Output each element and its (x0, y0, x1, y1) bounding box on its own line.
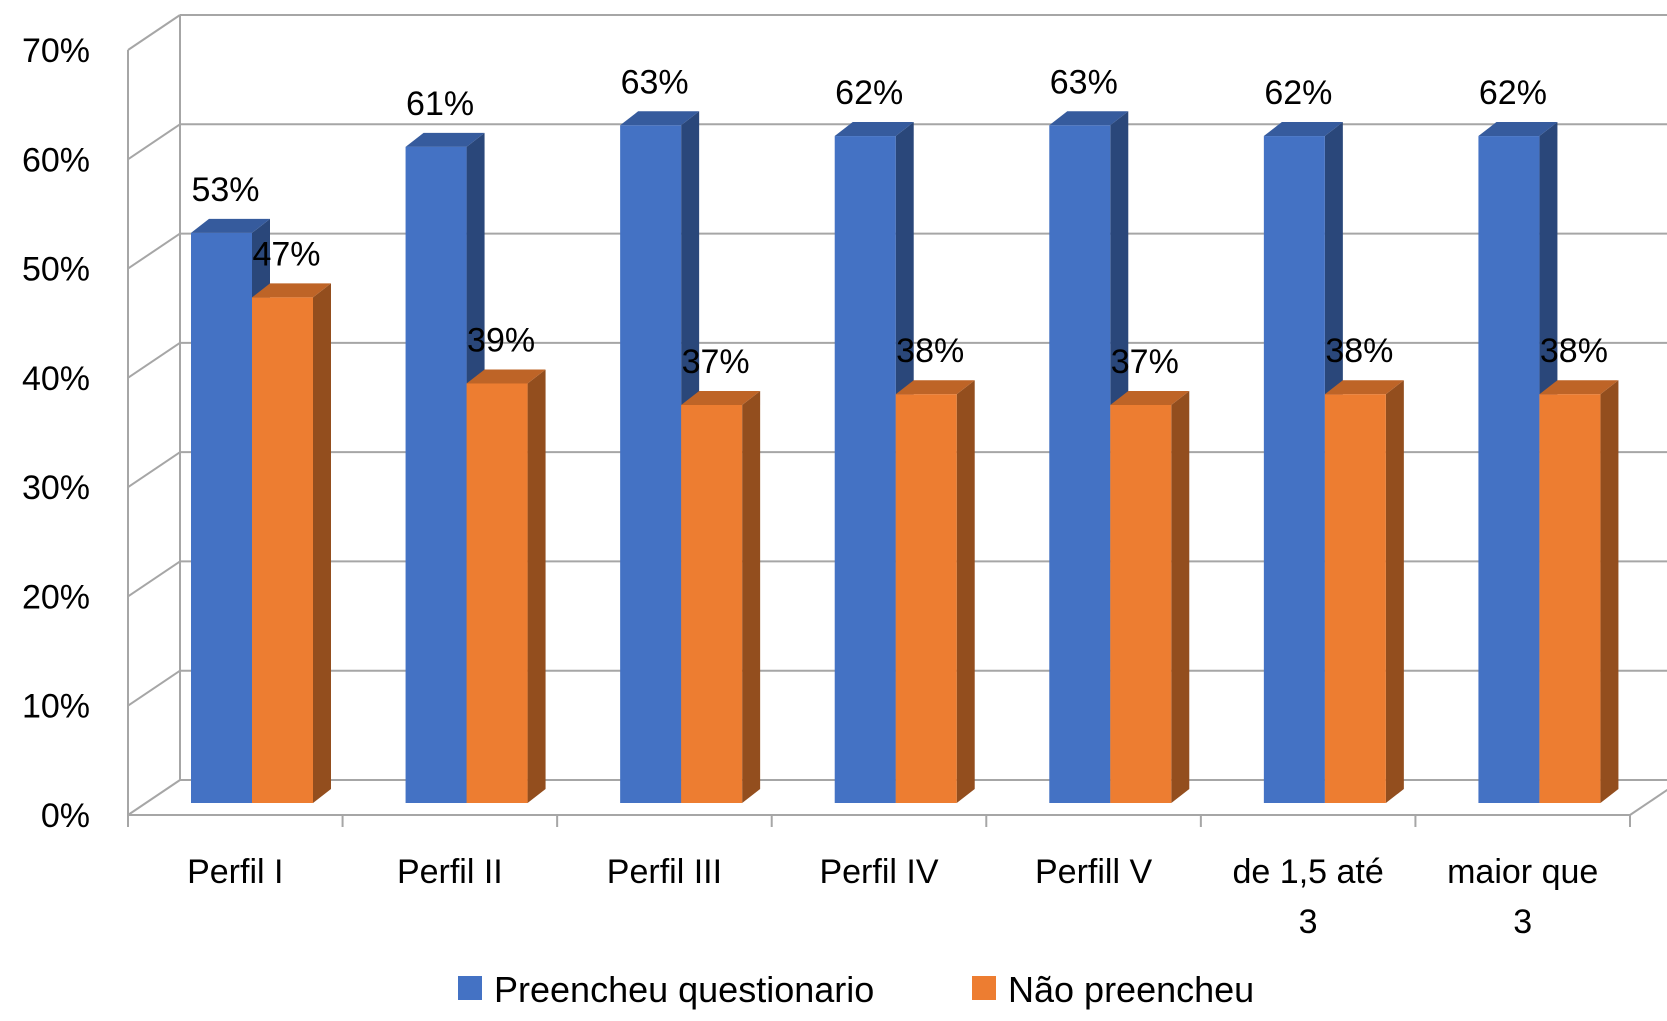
x-tick-label: de 1,5 até 3 (1233, 853, 1384, 941)
bar-nao-preencheu (1539, 380, 1619, 803)
x-tick-label: Perfill V (1035, 853, 1152, 891)
bars-layer (191, 111, 1619, 804)
x-tick-label: Perfil II (397, 853, 503, 891)
legend-label: Não preencheu (1008, 969, 1254, 1010)
legend-label: Preencheu questionario (494, 969, 874, 1010)
gridline-side (127, 560, 181, 598)
legend-swatch (972, 976, 996, 1000)
bar-nao-preencheu (895, 380, 975, 803)
x-tick-label: maior que 3 (1447, 853, 1598, 941)
x-tick-label: Perfil I (187, 853, 283, 891)
legend: Preencheu questionario Não preencheu (458, 969, 1254, 1010)
y-tick-label: 40% (22, 360, 90, 398)
gridline-side (127, 779, 181, 816)
gridline-side (127, 123, 181, 161)
bar-nao-preencheu (252, 283, 331, 803)
data-label: 61% (406, 85, 474, 123)
gridline-side (127, 342, 181, 379)
bar-nao-preencheu (681, 390, 761, 803)
data-label: 47% (252, 235, 320, 273)
data-label: 62% (1479, 74, 1547, 112)
y-tick-label: 10% (22, 688, 90, 726)
data-labels-layer: 53% 47% 61% 39% 63% 37% 62% 38% 63% 37% 62% 38% 62% 3… (191, 63, 1607, 381)
data-label: 37% (682, 343, 750, 381)
data-label: 63% (1050, 63, 1118, 101)
data-label: 38% (1540, 332, 1608, 370)
data-label: 62% (835, 74, 903, 112)
data-label: 62% (1264, 74, 1332, 112)
gridline-side (127, 669, 181, 707)
bar-preencheu (1478, 122, 1558, 804)
y-tick-label: 20% (22, 578, 90, 616)
bar-nao-preencheu (1110, 390, 1190, 803)
bar-nao-preencheu (466, 369, 546, 803)
gridline-side (127, 14, 181, 51)
y-tick-label: 50% (22, 251, 90, 289)
data-label: 63% (621, 63, 689, 101)
y-tick-label: 0% (41, 797, 90, 835)
y-tick-label: 60% (22, 141, 90, 179)
axis-layer: 0% 10% 20% 30% 40% 50% 60% 70% Perfil I Perfil II… (22, 32, 1667, 941)
y-tick-label: 30% (22, 469, 90, 507)
y-tick-label: 70% (22, 32, 90, 70)
data-label: 39% (467, 321, 535, 359)
data-label: 38% (1325, 332, 1393, 370)
legend-swatch (458, 976, 482, 1000)
x-tick-label: Perfil IV (819, 853, 938, 891)
floor-edge (1629, 788, 1667, 816)
data-label: 38% (896, 332, 964, 370)
bar-nao-preencheu (1324, 380, 1404, 803)
data-label: 53% (191, 171, 259, 209)
x-tick-label: Perfil III (607, 853, 722, 891)
gridline-side (127, 451, 181, 488)
gridline-side (127, 232, 181, 270)
data-label: 37% (1111, 343, 1179, 381)
